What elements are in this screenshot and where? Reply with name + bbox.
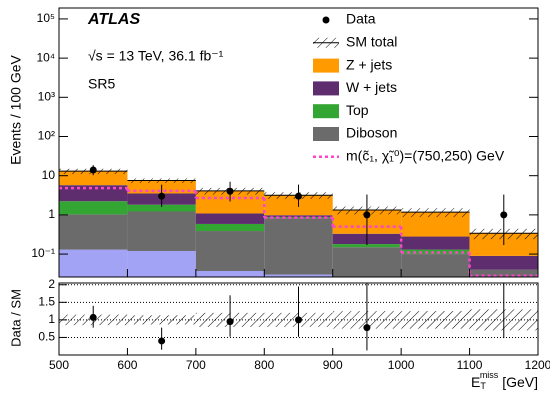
data-point	[226, 187, 234, 195]
atlas-label: ATLAS	[87, 11, 140, 28]
stack-segment	[59, 171, 128, 186]
x-tick-label: 500	[49, 358, 69, 372]
y-tick-label: 2	[48, 277, 55, 291]
ratio-point	[89, 313, 97, 321]
x-label-sup: miss	[480, 370, 499, 380]
stack-segment	[195, 231, 265, 271]
stack-segment	[59, 185, 128, 202]
stack-segment	[127, 250, 196, 277]
stack-segment	[127, 204, 196, 212]
data-point	[363, 211, 371, 219]
stack-segment	[195, 270, 265, 277]
x-axis-label: ETmiss [GeV]	[471, 370, 538, 391]
x-tick-label: 700	[186, 358, 206, 372]
legend-marker	[313, 81, 339, 96]
stack-segment	[332, 244, 402, 248]
y-axis-label: Events / 100 GeV	[8, 54, 24, 164]
y-tick-label: 1	[48, 312, 55, 326]
legend-label: Data	[346, 11, 376, 27]
stack-segment	[264, 274, 333, 277]
ratio-uncertainty	[127, 315, 196, 325]
stack-segment	[195, 213, 265, 224]
stack-segment	[59, 249, 128, 277]
legend-label: Diboson	[346, 125, 397, 141]
x-label-main: E	[471, 374, 480, 390]
y-tick-label: 10⁴	[36, 50, 55, 64]
main-frame	[58, 7, 539, 278]
ratio-uncertainty	[401, 311, 470, 329]
data-point	[295, 192, 302, 200]
stack-segment	[127, 211, 196, 251]
legend-marker	[322, 16, 330, 24]
legend-label: W + jets	[346, 79, 397, 95]
stack-segment	[401, 254, 470, 277]
stack-segment	[195, 190, 265, 214]
legend-label: Top	[346, 102, 369, 118]
data-point	[89, 166, 97, 174]
stack-segment	[264, 218, 333, 275]
legend-marker	[313, 58, 339, 73]
data-point	[500, 211, 508, 219]
ratio-y-label: Data / SM	[8, 289, 23, 347]
stack-segment	[401, 236, 470, 250]
stack-segment	[332, 247, 402, 277]
x-tick-label: 900	[323, 358, 343, 372]
stack-segment	[59, 201, 128, 215]
ratio-point	[158, 337, 166, 345]
main-plot	[59, 165, 538, 277]
x-tick-label: 1000	[388, 358, 415, 372]
sm-uncertainty	[401, 208, 470, 218]
x-tick-label: 600	[117, 358, 137, 372]
x-tick-label: 1200	[525, 358, 550, 372]
stack-segment	[469, 269, 538, 277]
ratio-plot	[59, 283, 538, 351]
y-tick-label: 10²	[38, 129, 55, 143]
legend-marker	[313, 104, 339, 119]
x-tick-label: 1100	[457, 358, 483, 372]
stack-segment	[59, 214, 128, 250]
stack-segment	[195, 223, 265, 232]
legend-label: SM total	[346, 34, 397, 50]
y-tick-label: 1.5	[38, 294, 55, 308]
stack-segment	[469, 255, 538, 270]
ratio-point	[226, 318, 234, 326]
stack-segment	[264, 217, 333, 219]
stack-segment	[264, 215, 333, 218]
y-tick-label: 10⁻¹	[31, 246, 55, 260]
y-tick-label: 10	[42, 168, 56, 182]
legend-label: m(c̃₁, χ̃₁⁰)=(750,250) GeV	[346, 148, 505, 164]
x-tick-label: 800	[254, 358, 274, 372]
y-tick-label: 1	[48, 207, 55, 221]
stack-segment	[401, 249, 470, 255]
data-point	[158, 192, 166, 200]
ratio-point	[295, 316, 302, 324]
x-label-sub: T	[480, 381, 486, 391]
region-label: SR5	[88, 76, 115, 92]
ratio-point	[363, 324, 371, 332]
x-label-unit: [GeV]	[498, 374, 538, 390]
legend-marker	[313, 127, 339, 141]
legend-label: Z + jets	[346, 56, 392, 72]
energy-label: √s = 13 TeV, 36.1 fb⁻¹	[88, 48, 224, 64]
y-tick-label: 0.5	[38, 330, 55, 344]
ratio-frame	[58, 282, 539, 356]
y-tick-label: 10³	[38, 89, 55, 103]
overlay: ATLAS √s = 13 TeV, 36.1 fb⁻¹ SR5 Events …	[8, 7, 550, 391]
y-tick-label: 10⁵	[37, 11, 55, 25]
